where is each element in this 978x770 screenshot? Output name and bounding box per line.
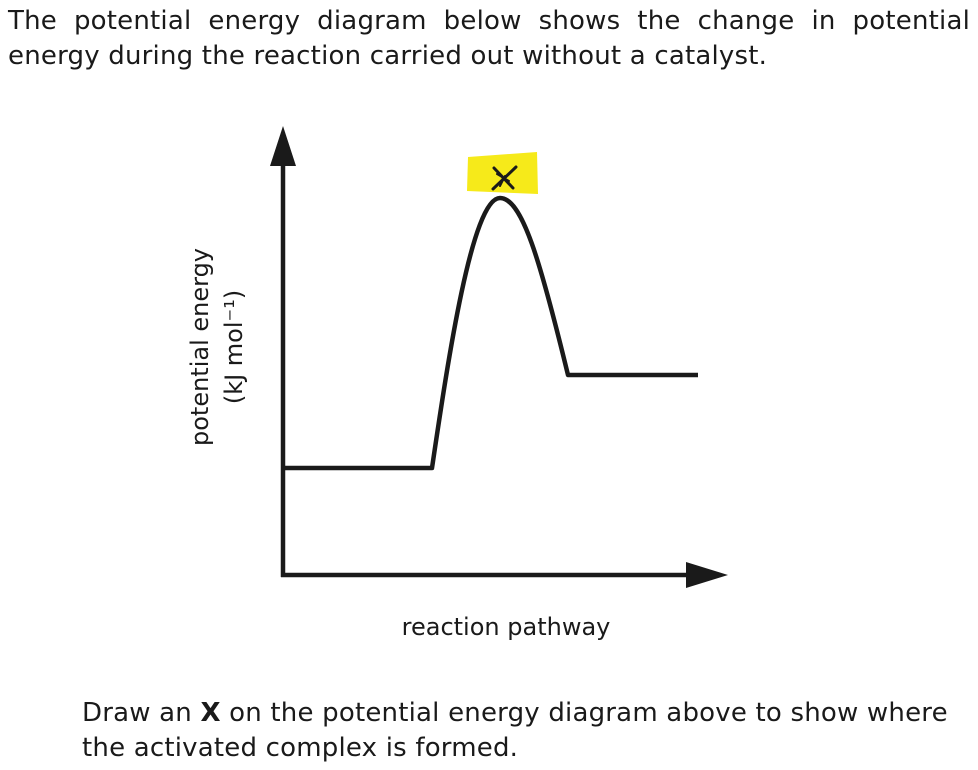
task-bold-mark: X [200, 698, 221, 728]
x-scribble [496, 173, 510, 187]
y-axis-label: potential energy [186, 248, 214, 446]
task-text-after: on the potential energy diagram above to… [82, 698, 948, 763]
highlighter-patch [467, 152, 538, 194]
y-axis-unit: (kJ mol⁻¹) [220, 290, 248, 404]
question-intro: The potential energy diagram below shows… [8, 6, 970, 71]
x-axis-arrowhead [686, 562, 728, 588]
activated-complex-mark [467, 152, 538, 194]
y-axis-arrowhead [270, 126, 296, 166]
task-instruction: Draw an X on the potential energy diagra… [82, 696, 970, 766]
x-axis-label: reaction pathway [402, 613, 611, 641]
energy-profile-curve [283, 195, 698, 471]
task-text-before: Draw an [82, 698, 201, 728]
